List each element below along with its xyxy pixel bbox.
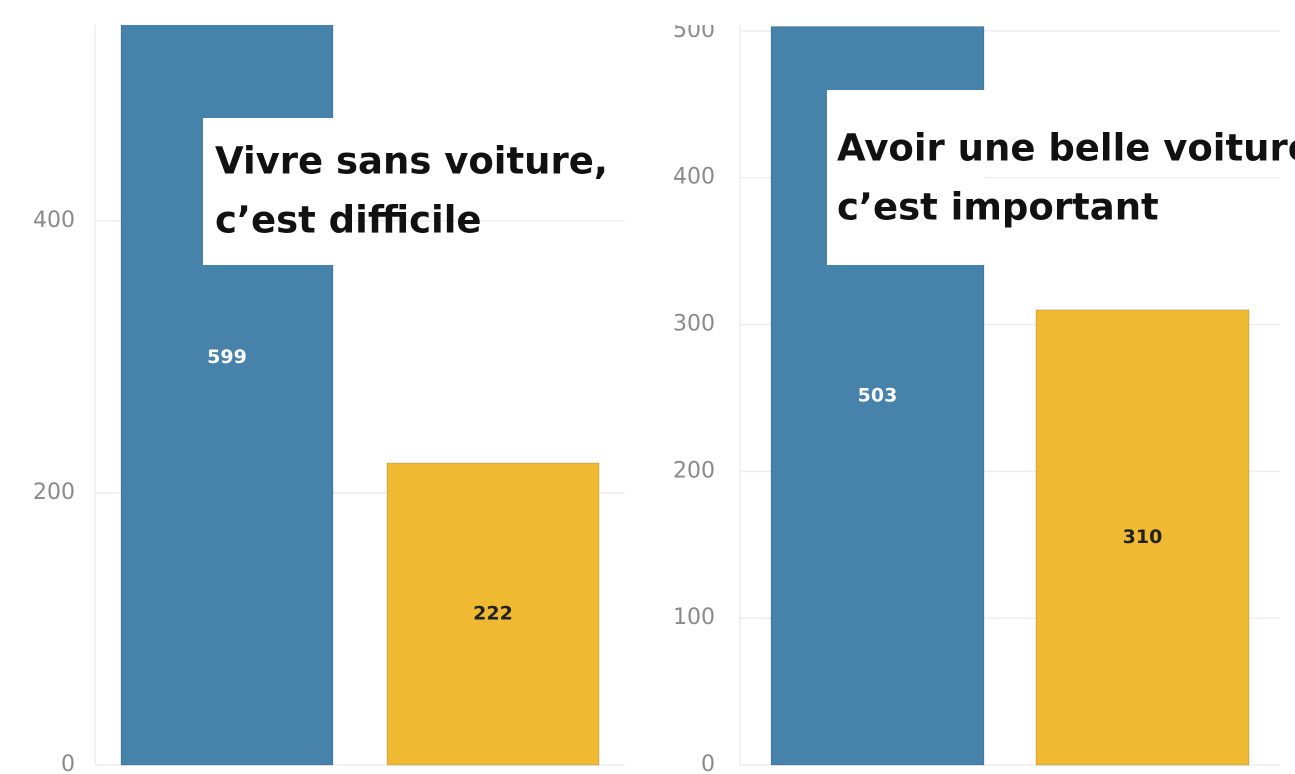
y-tick-label: 100 [673, 605, 715, 630]
y-tick-label: 400 [33, 208, 75, 233]
annotation: Avoir une belle voiture [837, 127, 1295, 170]
y-tick-label: 200 [33, 480, 75, 505]
y-tick-label: 200 [673, 458, 715, 483]
y-tick-label: 500 [673, 18, 715, 43]
bar [120, 25, 334, 766]
value-label: 222 [473, 603, 513, 625]
value-label: 503 [858, 384, 898, 406]
annotation: c’est difficile [215, 199, 482, 242]
bar [1035, 309, 1250, 766]
chart: 0 200 400 599 222 [33, 25, 625, 774]
value-label: 310 [1123, 526, 1163, 548]
annotation: c’est important [837, 186, 1159, 229]
y-tick-label: 300 [673, 312, 715, 337]
y-tick-label: 0 [61, 752, 75, 774]
annotation: Vivre sans voiture, [215, 140, 608, 183]
annotation-box [203, 118, 335, 265]
value-label: 599 [207, 346, 247, 368]
y-tick-label: 0 [701, 752, 715, 774]
bar [386, 462, 600, 766]
y-tick-label: 400 [673, 165, 715, 190]
annotation-box [827, 90, 985, 265]
